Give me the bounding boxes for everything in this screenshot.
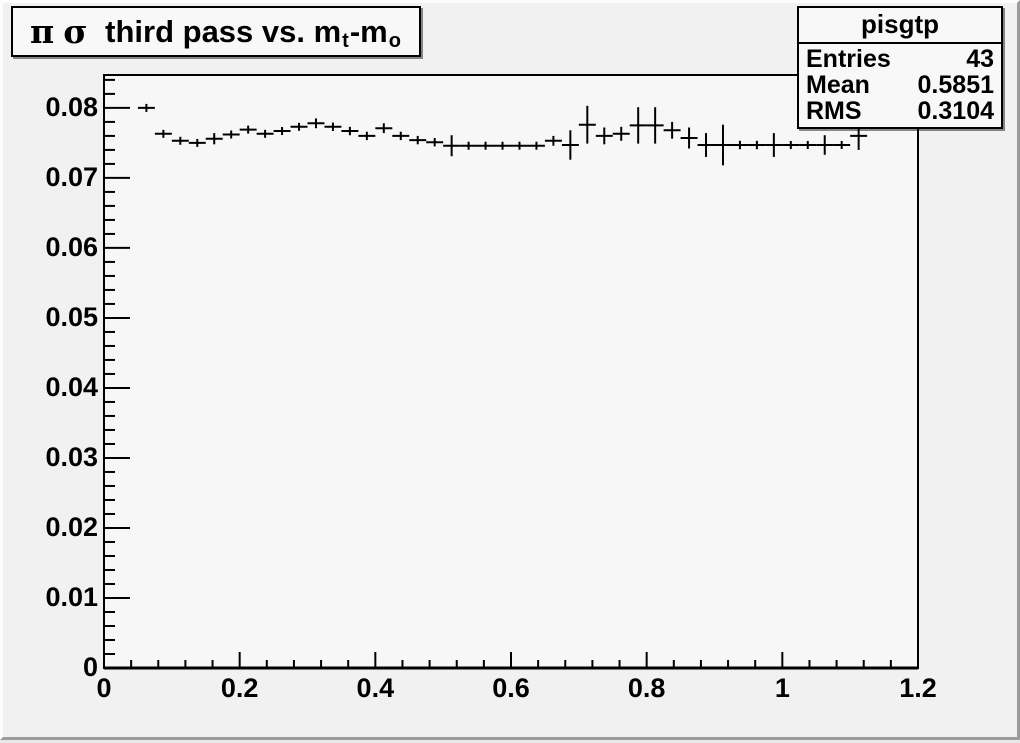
data-point (561, 130, 579, 160)
x-tick-label: 1.2 (899, 673, 937, 703)
stats-row-mean: Mean 0.5851 (799, 72, 1001, 98)
stats-histogram-name: pisgtp (799, 8, 1001, 44)
stats-label: RMS (806, 97, 862, 125)
x-axis-labels: 0 0.2 0.4 0.6 0.8 1 1.2 (96, 673, 936, 703)
data-point (697, 133, 715, 157)
y-tick-label: 0.01 (45, 582, 98, 612)
data-point (188, 138, 206, 147)
data-point (307, 118, 325, 129)
data-point (646, 107, 664, 144)
data-point (629, 107, 647, 144)
data-point (205, 133, 223, 145)
stats-box: pisgtp Entries 43 Mean 0.5851 RMS 0.3104 (797, 6, 1003, 129)
data-point (324, 122, 342, 132)
data-point (511, 141, 528, 150)
data-point (816, 135, 834, 155)
title-pi-symbol: π (30, 12, 55, 51)
stats-rows: Entries 43 Mean 0.5851 RMS 0.3104 (799, 44, 1001, 127)
y-tick-label: 0.08 (45, 92, 98, 122)
title-text: third pass vs. m (96, 13, 342, 49)
data-point (748, 140, 766, 150)
data-point (460, 141, 478, 150)
stats-row-rms: RMS 0.3104 (799, 98, 1001, 124)
title-sigma-symbol: σ (63, 12, 88, 51)
title-box: π σ third pass vs. m t -m o (11, 6, 421, 57)
x-tick-label: 0.6 (492, 673, 530, 703)
data-point (239, 125, 257, 134)
stats-row-entries: Entries 43 (799, 46, 1001, 72)
title-subscript-t: t (342, 30, 349, 52)
y-tick-label: 0.05 (45, 302, 98, 332)
y-tick-label: 0.03 (45, 442, 98, 472)
x-tick-label: 0.4 (357, 673, 395, 703)
y-tick-label: 0 (83, 652, 98, 682)
data-point (375, 123, 393, 134)
stats-value: 0.5851 (917, 71, 994, 99)
data-point (527, 141, 545, 150)
plot-svg: 0 0.01 0.02 0.03 0.04 0.05 0.06 0.07 0.08 0 0.2 0.4… (45, 74, 937, 703)
data-point (137, 103, 155, 112)
data-point (409, 135, 427, 145)
data-point (358, 131, 376, 141)
x-axis-ticks (103, 652, 919, 668)
data-point (392, 131, 410, 141)
x-tick-label: 0 (96, 673, 111, 703)
plot-frame (103, 74, 919, 669)
data-point (494, 141, 511, 150)
data-point (154, 129, 172, 138)
stats-label: Mean (806, 71, 870, 99)
data-point (833, 141, 851, 150)
data-point (256, 129, 274, 138)
data-point (714, 124, 732, 166)
data-point (799, 141, 817, 150)
data-point (595, 127, 613, 145)
data-point (426, 138, 444, 147)
stats-label: Entries (806, 45, 891, 73)
data-point (578, 105, 596, 144)
title-subscript-o: o (388, 30, 401, 52)
data-point (273, 127, 291, 136)
data-point (663, 121, 681, 139)
data-point (290, 122, 308, 131)
y-tick-label: 0.07 (45, 162, 98, 192)
data-point (765, 133, 783, 157)
y-tick-label: 0.04 (45, 372, 98, 402)
x-tick-label: 0.8 (628, 673, 666, 703)
data-point (341, 126, 359, 136)
data-point (680, 127, 698, 149)
data-point (544, 135, 562, 146)
data-point (443, 135, 461, 157)
x-tick-label: 1 (775, 673, 790, 703)
stats-value: 0.3104 (917, 97, 994, 125)
data-point (612, 126, 630, 141)
title-text-2: -m (349, 13, 388, 49)
y-axis-ticks (104, 78, 130, 655)
data-point (477, 141, 495, 150)
data-point (222, 130, 240, 139)
data-series (137, 103, 868, 166)
data-point (171, 136, 189, 145)
data-point (731, 140, 749, 150)
y-tick-label: 0.06 (45, 232, 98, 262)
data-point (782, 141, 800, 150)
y-axis-labels: 0 0.01 0.02 0.03 0.04 0.05 0.06 0.07 0.08 (45, 92, 98, 682)
stats-value: 43 (966, 45, 994, 73)
x-tick-label: 0.2 (221, 673, 259, 703)
y-tick-label: 0.02 (45, 512, 98, 542)
